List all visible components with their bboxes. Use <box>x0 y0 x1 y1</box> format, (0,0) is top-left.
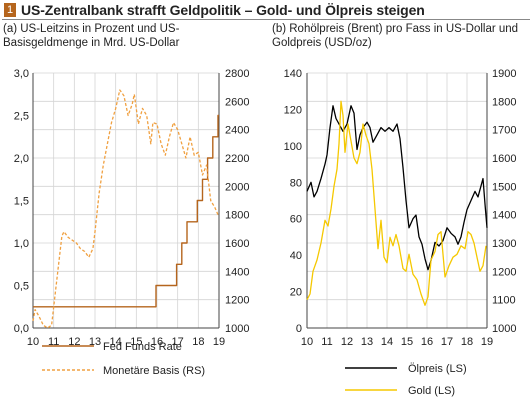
chart-b-y-tick-label-left: 60 <box>290 214 302 226</box>
chart-b-legend-label-2: Gold (LS) <box>408 385 455 397</box>
chart-b-x-tick-label: 15 <box>401 336 413 348</box>
chart-b-y-tick-label-left: 100 <box>284 141 302 153</box>
chart-a-y-tick-label-right: 2800 <box>225 68 249 80</box>
chart-a-legend-label-1: Fed Funds Rate <box>103 341 182 353</box>
chart-a-y-tick-label-left: 1,5 <box>14 196 29 208</box>
chart-a-y-tick-label-right: 1600 <box>225 238 249 250</box>
header-divider <box>2 19 530 20</box>
chart-b-y-tick-label-right: 1700 <box>492 125 516 137</box>
chart-a-y-tick-label-right: 1000 <box>225 323 249 335</box>
chart-b-series-1-line <box>306 105 488 271</box>
chart-a-series-2-line <box>32 89 219 329</box>
chart-a-x-tick-label: 11 <box>48 336 59 348</box>
chart-b-y-tick-label-left: 140 <box>284 68 302 80</box>
chart-b-y-tick-label-right: 1800 <box>492 96 516 108</box>
chart-a-y-tick-label-right: 2200 <box>225 153 249 165</box>
chart-a-y-tick-label-right: 2000 <box>225 181 249 193</box>
chart-b-x-tick-label: 12 <box>341 336 353 348</box>
chart-b-y-tick-label-right: 1000 <box>492 323 516 335</box>
chart-a-x-tick-label: 12 <box>68 336 80 348</box>
figure-number-badge: 1 <box>4 3 16 17</box>
figure-header: 1 US-Zentralbank strafft Geldpolitik – G… <box>4 2 425 18</box>
chart-a-y-tick-label-left: 2,5 <box>14 111 29 123</box>
chart-a-y-tick-label-left: 0,0 <box>14 323 29 335</box>
chart-b-x-tick-label: 19 <box>481 336 493 348</box>
chart-b-series-2-line <box>306 100 487 306</box>
chart-b-x-tick-label: 14 <box>381 336 393 348</box>
chart-a-legend-label-2: Monetäre Basis (RS) <box>103 365 205 377</box>
chart-a-y-tick-label-left: 3,0 <box>14 68 29 80</box>
chart-a-x-tick-label: 13 <box>89 336 101 348</box>
chart-b-x-tick-label: 17 <box>441 336 453 348</box>
chart-a-y-tick-label-left: 0,5 <box>14 281 29 293</box>
chart-a-x-tick-label: 17 <box>172 336 184 348</box>
chart-b-title: (b) Rohölpreis (Brent) pro Fass in US-Do… <box>272 23 519 49</box>
chart-b-x-tick-label: 11 <box>321 336 332 348</box>
chart-b-y-tick-label-right: 1300 <box>492 238 516 250</box>
chart-a-x-tick-label: 15 <box>130 336 142 348</box>
chart-a-y-tick-label-right: 2600 <box>225 96 249 108</box>
chart-b-y-tick-label-left: 20 <box>290 287 302 299</box>
chart-a-x-tick-label: 14 <box>110 336 122 348</box>
chart-b-legend-label-1: Ölpreis (LS) <box>408 363 467 375</box>
chart-a-series-1-line <box>33 114 219 308</box>
chart-b-y-tick-label-left: 80 <box>290 177 302 189</box>
chart-a-x-tick-label: 10 <box>27 336 39 348</box>
chart-b-y-tick-label-left: 40 <box>290 250 302 262</box>
figure-title: US-Zentralbank strafft Geldpolitik – Gol… <box>21 2 425 18</box>
chart-b-y-tick-label-left: 120 <box>284 104 302 116</box>
chart-a-title: (a) US-Leitzins in Prozent und US-Basisg… <box>3 23 180 49</box>
chart-b-y-tick-label-right: 1600 <box>492 153 516 165</box>
chart-a-y-tick-label-right: 1400 <box>225 266 249 278</box>
chart-a-x-tick-label: 18 <box>192 336 204 348</box>
chart-b-x-tick-label: 10 <box>301 336 313 348</box>
chart-a-x-tick-label: 19 <box>213 336 225 348</box>
chart-a-x-tick-label: 16 <box>151 336 163 348</box>
chart-b-y-tick-label-right: 1900 <box>492 68 516 80</box>
chart-a-y-tick-label-right: 1200 <box>225 295 249 307</box>
chart-a-y-tick-label-left: 1,0 <box>14 238 29 250</box>
chart-b-x-tick-label: 18 <box>461 336 473 348</box>
chart-a-y-tick-label-left: 2,0 <box>14 153 29 165</box>
chart-b-x-tick-label: 16 <box>421 336 433 348</box>
chart-b-y-tick-label-right: 1100 <box>492 295 516 307</box>
chart-a-y-tick-label-right: 1800 <box>225 210 249 222</box>
chart-a-y-tick-label-right: 2400 <box>225 125 249 137</box>
chart-b-x-tick-label: 13 <box>361 336 373 348</box>
chart-b-y-tick-label-left: 0 <box>296 323 302 335</box>
chart-b-y-tick-label-right: 1500 <box>492 181 516 193</box>
chart-b-y-tick-label-right: 1200 <box>492 266 516 278</box>
chart-b-y-tick-label-right: 1400 <box>492 210 516 222</box>
